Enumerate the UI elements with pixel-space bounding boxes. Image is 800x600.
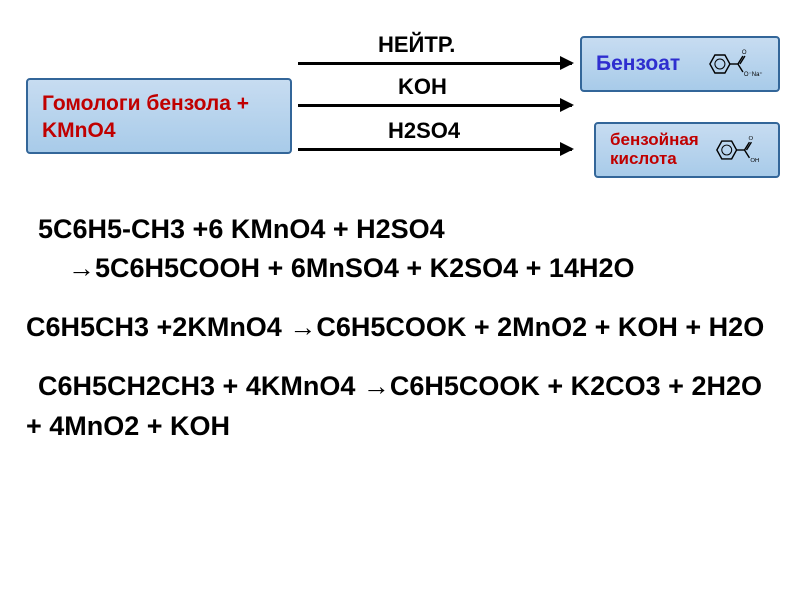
eq2-text: C6H5CH3 +2KMnO4 →C6H5COOK + 2MnO2 + KOH … (26, 312, 764, 342)
equation-3: C6H5CH2CH3 + 4KMnO4 →C6H5COOK + K2CO3 + … (26, 367, 766, 445)
reagent-box: Гомологи бензола + KMnO4 (26, 78, 292, 154)
eq3-text: C6H5CH2CH3 + 4KMnO4 →C6H5COOK + K2CO3 + … (26, 371, 762, 440)
equation-1: 5C6H5-CH3 +6 KMnO4 + H2SO4 →5C6H5COOH + … (26, 210, 766, 288)
condition-koh: KOH (398, 74, 447, 100)
reagent-text: Гомологи бензола + KMnO4 (42, 92, 249, 142)
benzoic-acid-structure-icon: O OH (705, 130, 764, 170)
eq1-part1: 5C6H5-CH3 +6 KMnO4 + H2SO4 (26, 214, 445, 244)
equation-2: C6H5CH3 +2KMnO4 →C6H5COOK + 2MnO2 + KOH … (26, 308, 766, 347)
svg-text:O: O (748, 136, 753, 142)
benzoate-box: Бензоат O O⁻Na⁺ (580, 36, 780, 92)
benzoic-acid-label: бензойная кислота (610, 131, 699, 168)
svg-text:OH: OH (750, 158, 759, 164)
benzoic-acid-box: бензойная кислота O OH (594, 122, 780, 178)
benzoate-label: Бензоат (596, 52, 680, 76)
svg-text:O: O (742, 50, 747, 56)
svg-text:O⁻Na⁺: O⁻Na⁺ (744, 71, 763, 78)
arrow-1 (298, 62, 572, 65)
arrow-3 (298, 148, 572, 151)
condition-neutral: НЕЙТР. (378, 32, 455, 58)
condition-h2so4: H2SO4 (388, 118, 460, 144)
eq1-part2: →5C6H5COOH + 6MnSO4 + K2SO4 + 14H2O (26, 249, 766, 288)
equations-block: 5C6H5-CH3 +6 KMnO4 + H2SO4 →5C6H5COOH + … (26, 210, 766, 466)
arrow-2 (298, 104, 572, 107)
benzoate-structure-icon: O O⁻Na⁺ (692, 44, 764, 84)
